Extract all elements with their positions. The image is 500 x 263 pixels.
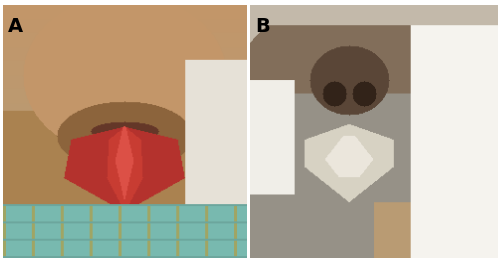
Text: B: B: [256, 17, 270, 36]
Text: A: A: [8, 17, 23, 36]
